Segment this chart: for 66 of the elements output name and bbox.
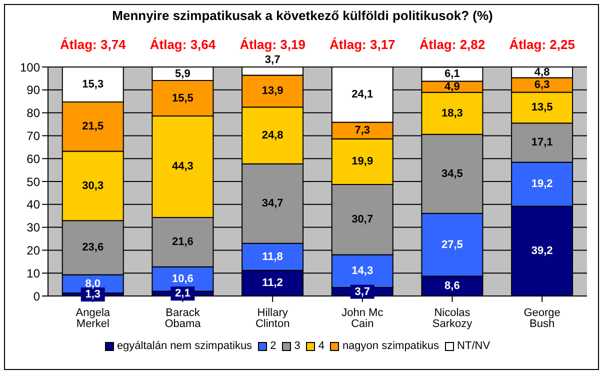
data-label: 18,3 bbox=[441, 107, 463, 120]
data-label: 24,1 bbox=[352, 88, 374, 101]
y-tick-label: 70 bbox=[26, 128, 40, 143]
data-label: 19,2 bbox=[531, 178, 553, 190]
data-label: 1,3 bbox=[85, 288, 101, 301]
text: Átlag: 2,82 bbox=[418, 37, 486, 52]
x-tick-label: Barack Obama bbox=[164, 306, 202, 330]
text: Átlag: 3,64 bbox=[148, 37, 217, 52]
data-label: 4,8 bbox=[534, 66, 550, 78]
y-tick-label: 50 bbox=[26, 174, 40, 189]
y-tick-label: 30 bbox=[26, 220, 40, 235]
y-tick-label: 0 bbox=[33, 289, 40, 304]
data-label: 23,6 bbox=[82, 242, 104, 254]
data-label: 13,5 bbox=[531, 102, 553, 114]
data-label: 44,3 bbox=[172, 160, 194, 173]
data-label: 39,2 bbox=[531, 245, 553, 258]
data-label: 8,6 bbox=[444, 280, 460, 292]
x-tick-label: George Bush bbox=[524, 306, 560, 330]
legend-label: egyáltalán nem szimpatikus bbox=[116, 340, 252, 352]
x-tick-label: Hillary Clinton bbox=[255, 306, 290, 330]
data-label: 4,9 bbox=[444, 80, 460, 93]
y-tick-label: 90 bbox=[26, 83, 40, 98]
legend-label: 2 bbox=[270, 340, 276, 352]
text: Átlag: 3,74 bbox=[59, 37, 127, 52]
y-tick-label: 60 bbox=[26, 152, 40, 166]
y-tick-label: 100 bbox=[20, 60, 40, 74]
data-label: 3,7 bbox=[354, 286, 370, 298]
data-label: 14,3 bbox=[352, 265, 374, 278]
data-label: 34,5 bbox=[441, 168, 463, 180]
legend-label: nagyon szimpatikus bbox=[342, 340, 440, 352]
data-label: 2,1 bbox=[175, 288, 190, 300]
data-label: 6,3 bbox=[534, 78, 550, 91]
data-label: 7,3 bbox=[354, 124, 370, 137]
data-label: 15,3 bbox=[82, 78, 104, 91]
x-tick-label: Angela Merkel bbox=[76, 306, 111, 330]
data-label: 21,6 bbox=[172, 236, 194, 248]
data-label: 8,0 bbox=[85, 278, 101, 290]
legend-label: 3 bbox=[294, 340, 300, 352]
text: Átlag: 3,17 bbox=[328, 37, 396, 52]
data-label: 19,9 bbox=[352, 156, 374, 168]
data-label: 13,9 bbox=[262, 85, 284, 98]
legend-label: 4 bbox=[318, 340, 324, 352]
chart-title: Mennyire szimpatikusak a következő külföldi politikusok? (%) bbox=[111, 8, 494, 23]
x-tick-label: Nicolas Sarkozy bbox=[432, 306, 473, 330]
x-tick-label: John Mc Cain bbox=[342, 306, 384, 330]
data-label: 11,8 bbox=[262, 250, 283, 263]
data-label: 24,8 bbox=[262, 129, 284, 142]
legend-label: NT/NV bbox=[457, 340, 490, 352]
text: Átlag: 2,25 bbox=[508, 37, 576, 52]
data-label: 15,5 bbox=[172, 92, 194, 104]
data-label: 30,3 bbox=[82, 180, 104, 192]
y-tick-label: 20 bbox=[26, 243, 40, 258]
data-label: 11,2 bbox=[262, 277, 283, 290]
y-tick-label: 80 bbox=[26, 106, 40, 120]
data-label: 6,1 bbox=[444, 68, 460, 80]
data-label: 34,7 bbox=[262, 198, 284, 210]
data-label: 3,7 bbox=[264, 54, 280, 66]
data-label: 21,5 bbox=[82, 120, 104, 133]
text: Átlag: 3,19 bbox=[238, 37, 306, 52]
data-label: 27,5 bbox=[441, 238, 463, 251]
y-tick-label: 10 bbox=[26, 266, 40, 280]
data-label: 5,9 bbox=[175, 68, 190, 80]
data-label: 17,1 bbox=[531, 136, 553, 149]
data-label: 30,7 bbox=[352, 214, 374, 226]
y-tick-label: 40 bbox=[26, 198, 40, 212]
data-label: 10,6 bbox=[172, 273, 194, 286]
